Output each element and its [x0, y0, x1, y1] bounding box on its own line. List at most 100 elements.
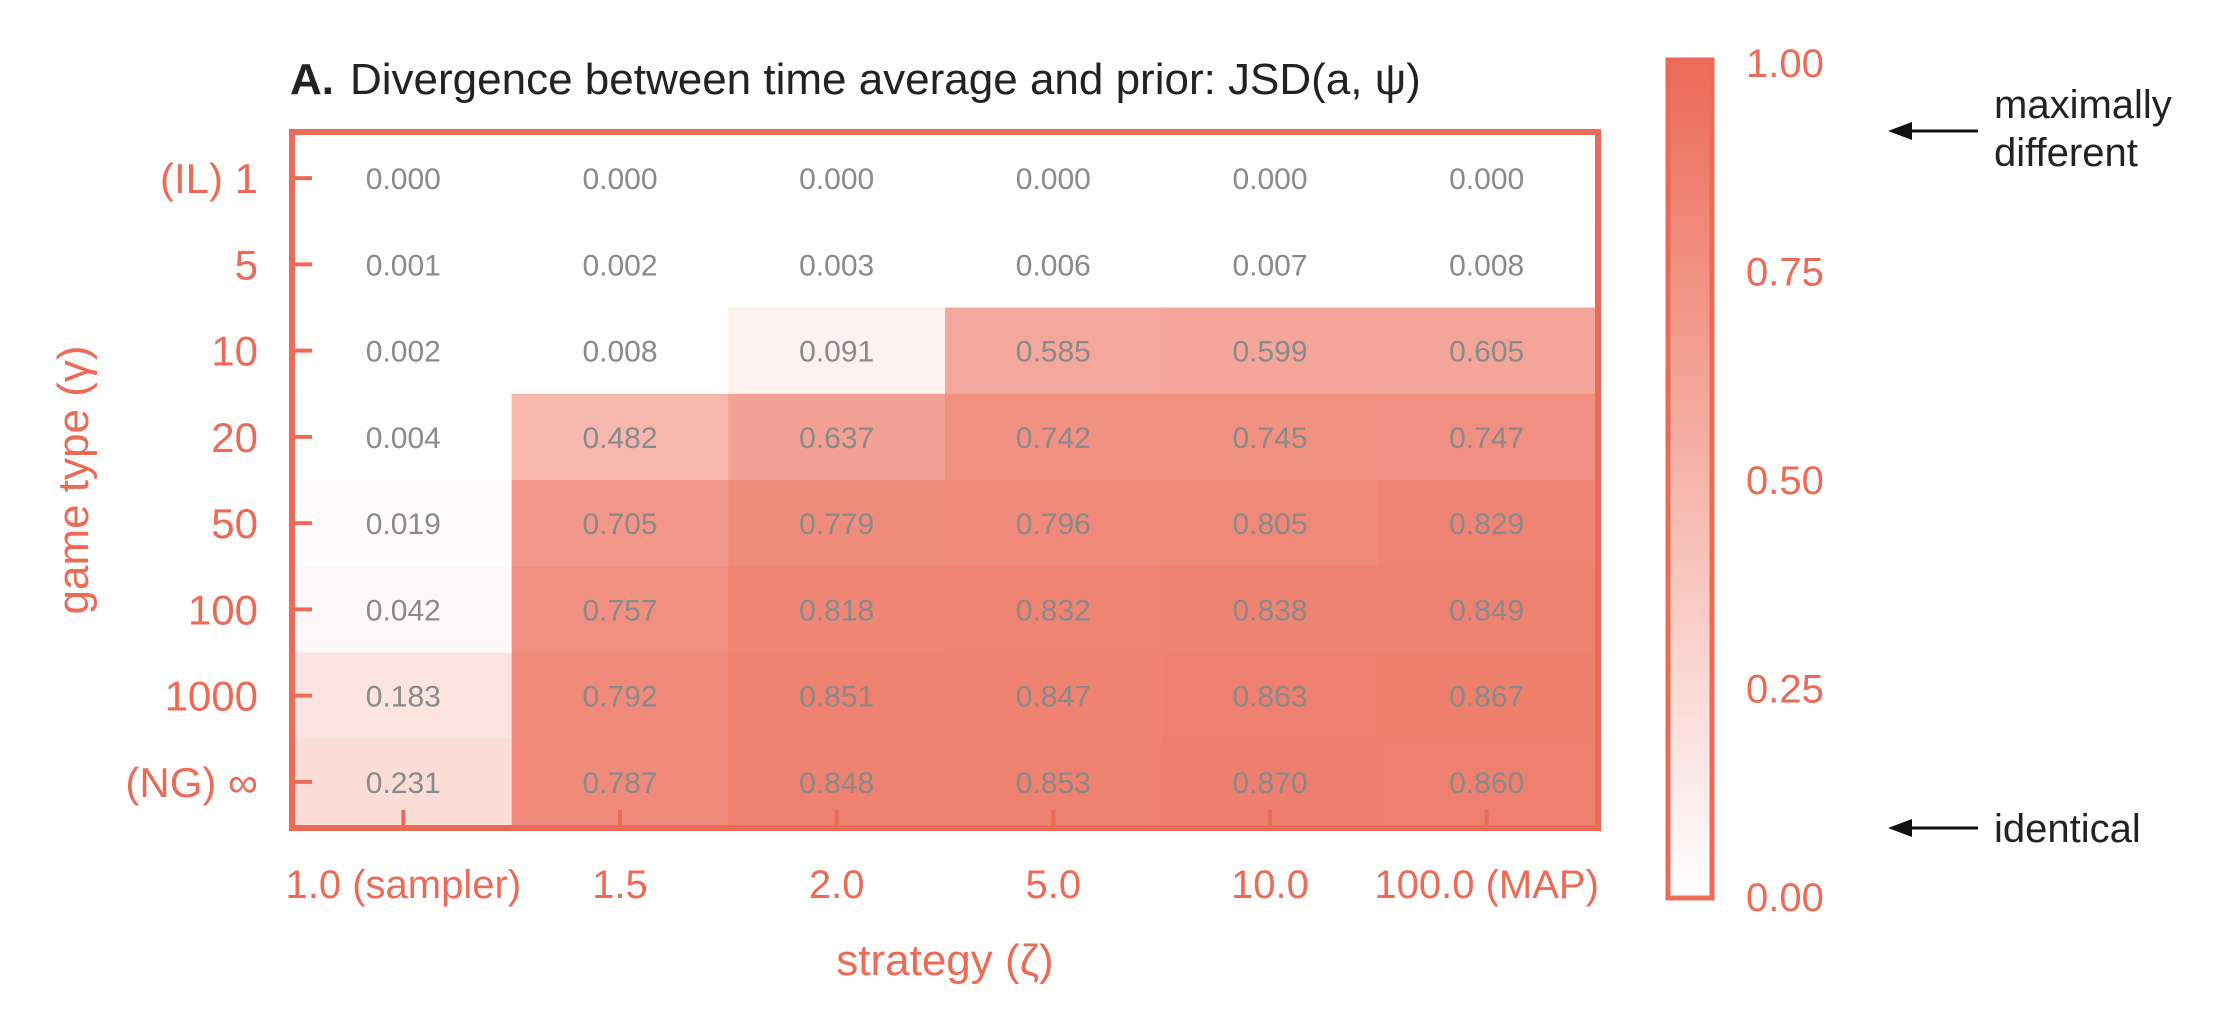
heatmap-cell-label: 0.867 — [1449, 681, 1524, 714]
y-axis-label: game type (γ) — [49, 346, 98, 615]
heatmap-cell-label: 0.001 — [366, 249, 441, 282]
colorbar-tick-label: 0.00 — [1746, 876, 1824, 920]
heatmap-cell-label: 0.829 — [1449, 508, 1524, 541]
heatmap-cell — [945, 393, 1163, 481]
heatmap-cell-label: 0.000 — [1016, 163, 1091, 196]
colorbar — [1665, 57, 1715, 901]
heatmap-cell-label: 0.004 — [366, 422, 441, 455]
colorbar-tick-label: 0.50 — [1746, 459, 1824, 503]
heatmap-cell — [1378, 566, 1596, 653]
heatmap-cell — [511, 393, 729, 481]
heatmap-cell-label: 0.832 — [1016, 594, 1091, 627]
y-tick-label: 1000 — [165, 673, 258, 720]
heatmap-cell-label: 0.231 — [366, 767, 441, 800]
heatmap-cell-label: 0.796 — [1016, 508, 1091, 541]
y-tick-label: (NG) ∞ — [125, 759, 258, 806]
heatmap-cell — [945, 652, 1163, 740]
heatmap-cell — [945, 135, 1163, 222]
heatmap-cell — [1161, 480, 1379, 567]
heatmap-cell — [1378, 652, 1596, 740]
heatmap-cell — [1378, 135, 1596, 222]
y-tick-label: 100 — [188, 586, 258, 633]
colorbar-tick-label: 1.00 — [1746, 42, 1824, 86]
chart-title: Divergence between time average and prio… — [350, 55, 1421, 104]
x-axis-ticks: 1.0 (sampler) 1.5 2.0 5.0 10.0 100.0 (MAP) — [286, 810, 1599, 907]
heatmap-cell-label: 0.747 — [1449, 422, 1524, 455]
heatmap-cell-label: 0.818 — [799, 594, 874, 627]
heatmap-cell — [728, 307, 946, 395]
heatmap-cell — [295, 566, 513, 653]
heatmap-cell — [295, 480, 513, 567]
heatmap-cell-label: 0.002 — [366, 336, 441, 369]
heatmap-cell-label: 0.000 — [582, 163, 657, 196]
heatmap-cell — [1378, 221, 1596, 308]
heatmap-cell — [728, 221, 946, 308]
heatmap-cell-label: 0.745 — [1232, 422, 1307, 455]
colorbar-tick-label: 0.75 — [1746, 251, 1824, 295]
heatmap-cell — [1161, 135, 1379, 222]
heatmap-cell — [945, 480, 1163, 567]
heatmap-cell-label: 0.705 — [582, 508, 657, 541]
x-tick-label: 10.0 — [1231, 863, 1309, 907]
heatmap-cell-label: 0.792 — [582, 681, 657, 714]
heatmap-cell-label: 0.599 — [1232, 336, 1307, 369]
heatmap-cell-label: 0.006 — [1016, 249, 1091, 282]
heatmap-cell-label: 0.637 — [799, 422, 874, 455]
annotation-identical-text: identical — [1994, 807, 2141, 851]
heatmap-cell — [1161, 566, 1379, 653]
heatmap-cell-label: 0.870 — [1232, 767, 1307, 800]
heatmap-cell — [1161, 221, 1379, 308]
heatmap-cell — [511, 480, 729, 567]
x-tick-label: 2.0 — [809, 863, 865, 907]
heatmap-cell — [511, 652, 729, 740]
heatmap-cell — [295, 393, 513, 481]
heatmap-cell-label: 0.019 — [366, 508, 441, 541]
y-tick-label: 50 — [211, 500, 258, 547]
x-tick-label: 1.5 — [592, 863, 648, 907]
x-tick-label: 5.0 — [1026, 863, 1082, 907]
heatmap-cell-label: 0.183 — [366, 681, 441, 714]
heatmap-cell-label: 0.008 — [582, 336, 657, 369]
heatmap-cells — [295, 135, 1596, 826]
heatmap-cell — [1161, 652, 1379, 740]
heatmap-cell-label: 0.008 — [1449, 249, 1524, 282]
heatmap-cell-label: 0.742 — [1016, 422, 1091, 455]
heatmap-cell — [1161, 307, 1379, 395]
heatmap-cell-label: 0.585 — [1016, 336, 1091, 369]
heatmap-cell — [1161, 393, 1379, 481]
heatmap-cell-label: 0.000 — [799, 163, 874, 196]
chart-title-prefix: A. — [290, 55, 334, 104]
heatmap-cell-label: 0.849 — [1449, 594, 1524, 627]
heatmap-cell — [511, 221, 729, 308]
y-tick-label: 10 — [211, 328, 258, 375]
heatmap-cell-label: 0.000 — [366, 163, 441, 196]
heatmap-cell-label: 0.605 — [1449, 336, 1524, 369]
x-tick-label: 100.0 (MAP) — [1374, 863, 1599, 907]
heatmap-cell-label: 0.757 — [582, 594, 657, 627]
heatmap-cell-label: 0.787 — [582, 767, 657, 800]
annotation-max: maximally different — [1888, 83, 2172, 175]
heatmap-cell-label: 0.003 — [799, 249, 874, 282]
heatmap-cell-label: 0.853 — [1016, 767, 1091, 800]
heatmap-cell-label: 0.860 — [1449, 767, 1524, 800]
heatmap-cell-label: 0.838 — [1232, 594, 1307, 627]
heatmap-cell — [1378, 480, 1596, 567]
heatmap-cell — [945, 221, 1163, 308]
heatmap-cell-label: 0.851 — [799, 681, 874, 714]
heatmap-cell — [511, 566, 729, 653]
heatmap-cell-label: 0.042 — [366, 594, 441, 627]
heatmap-cell — [728, 566, 946, 653]
heatmap-cell — [1378, 393, 1596, 481]
y-tick-label: (IL) 1 — [160, 155, 258, 202]
heatmap-cell-label: 0.000 — [1449, 163, 1524, 196]
x-axis-label: strategy (ζ) — [836, 936, 1053, 985]
annotation-max-line2: different — [1994, 131, 2138, 175]
arrow-identical-head — [1888, 819, 1912, 837]
heatmap-cell-label: 0.091 — [799, 336, 874, 369]
heatmap-cell — [511, 307, 729, 395]
plot-frame — [289, 129, 1601, 831]
heatmap-cell — [295, 135, 513, 222]
arrow-max-head — [1888, 122, 1912, 140]
heatmap-cell — [295, 221, 513, 308]
y-tick-label: 5 — [235, 241, 258, 288]
